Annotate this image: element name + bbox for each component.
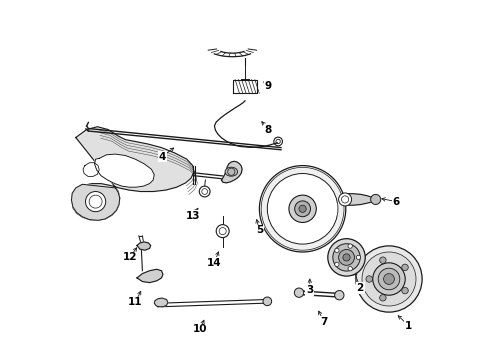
Circle shape <box>335 291 344 300</box>
Circle shape <box>263 297 271 306</box>
Text: 5: 5 <box>256 225 263 235</box>
Polygon shape <box>72 184 120 220</box>
Circle shape <box>294 288 304 297</box>
Text: 8: 8 <box>265 125 272 135</box>
Text: 9: 9 <box>265 81 272 91</box>
Circle shape <box>378 268 400 290</box>
Circle shape <box>289 195 316 222</box>
Text: 6: 6 <box>392 197 400 207</box>
Circle shape <box>380 257 386 264</box>
Circle shape <box>216 225 229 238</box>
Circle shape <box>402 287 408 294</box>
Circle shape <box>339 193 351 206</box>
Circle shape <box>348 266 352 271</box>
Circle shape <box>402 264 408 271</box>
Polygon shape <box>83 163 99 176</box>
Text: 13: 13 <box>186 211 200 221</box>
Text: 2: 2 <box>357 283 364 293</box>
Circle shape <box>333 244 360 271</box>
Circle shape <box>356 255 361 260</box>
Polygon shape <box>269 203 282 214</box>
Polygon shape <box>95 154 154 187</box>
Circle shape <box>268 174 338 244</box>
Polygon shape <box>154 298 168 307</box>
Polygon shape <box>323 203 336 214</box>
Circle shape <box>328 239 365 276</box>
Circle shape <box>384 274 394 284</box>
Text: 11: 11 <box>128 297 143 307</box>
Circle shape <box>86 192 106 212</box>
Circle shape <box>343 254 350 261</box>
Circle shape <box>294 201 311 217</box>
Circle shape <box>339 249 354 265</box>
Polygon shape <box>296 176 309 187</box>
Polygon shape <box>346 194 374 205</box>
Polygon shape <box>221 161 242 183</box>
Polygon shape <box>137 269 163 283</box>
Text: 7: 7 <box>320 317 328 327</box>
Polygon shape <box>72 127 194 220</box>
Circle shape <box>373 263 405 295</box>
Circle shape <box>259 166 346 252</box>
Text: 1: 1 <box>405 321 413 331</box>
Text: 10: 10 <box>193 324 207 334</box>
Circle shape <box>335 248 339 253</box>
Text: 4: 4 <box>158 152 166 162</box>
Ellipse shape <box>225 167 238 176</box>
Circle shape <box>370 194 381 204</box>
Circle shape <box>199 186 210 197</box>
Text: 3: 3 <box>306 285 314 295</box>
Text: 12: 12 <box>122 252 137 262</box>
Polygon shape <box>137 242 151 250</box>
Circle shape <box>335 262 339 266</box>
Circle shape <box>366 276 372 282</box>
Circle shape <box>356 246 422 312</box>
Circle shape <box>380 294 386 301</box>
Circle shape <box>362 252 416 306</box>
Circle shape <box>348 244 352 248</box>
Polygon shape <box>233 80 257 93</box>
Text: 14: 14 <box>207 258 221 268</box>
Circle shape <box>299 205 306 212</box>
Polygon shape <box>296 230 309 241</box>
